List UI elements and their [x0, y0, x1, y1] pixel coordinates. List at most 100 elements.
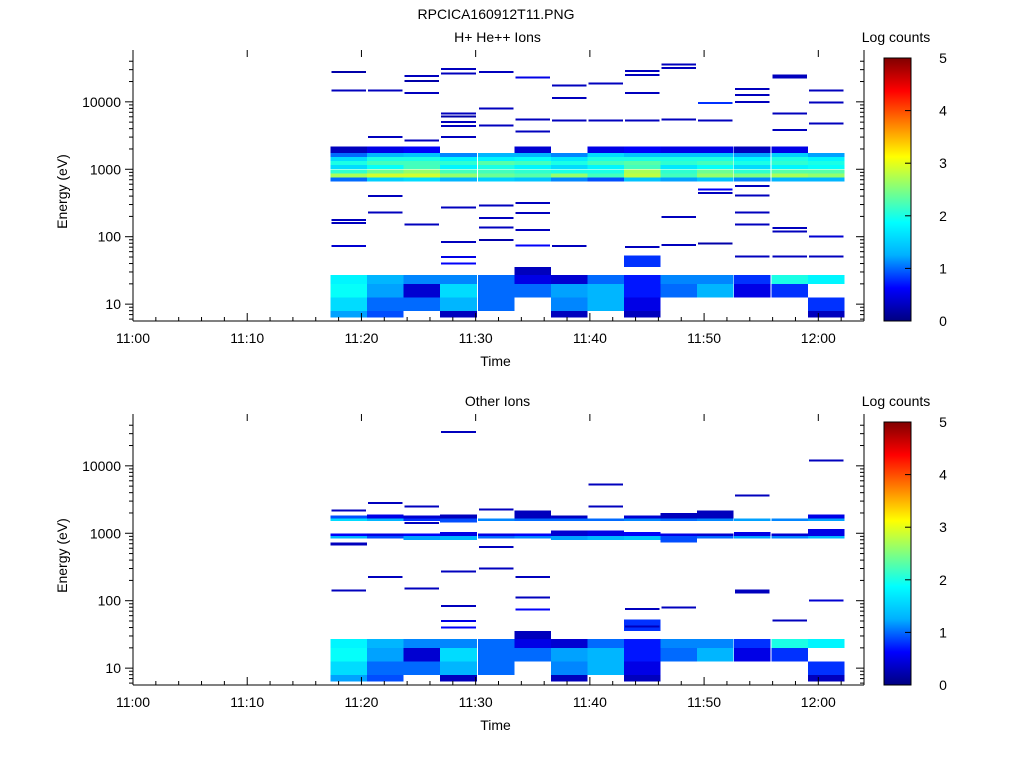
- heatmap-cell: [808, 674, 845, 682]
- heatmap-cell: [771, 173, 808, 178]
- heatmap-cell: [551, 530, 588, 536]
- heatmap-cell: [403, 165, 441, 170]
- colorbar-tick-label: 1: [939, 624, 947, 640]
- heatmap-cell: [330, 146, 368, 153]
- heatmap-cell: [587, 153, 625, 158]
- heatmap-dash: [698, 119, 733, 122]
- heatmap-dash: [515, 244, 551, 247]
- heatmap-cell: [330, 173, 368, 178]
- heatmap-cell: [587, 518, 625, 522]
- heatmap-cell: [477, 165, 515, 170]
- heatmap-cell: [624, 177, 661, 182]
- heatmap-cell: [330, 518, 368, 522]
- heatmap-cell: [440, 531, 477, 536]
- heatmap-cell: [367, 297, 404, 311]
- heatmap-cell: [733, 275, 771, 284]
- heatmap-cells: [330, 431, 845, 682]
- heatmap-cell: [330, 674, 368, 682]
- heatmap-cell: [551, 297, 588, 311]
- heatmap-cell: [697, 283, 734, 298]
- y-tick-label: 100: [98, 593, 122, 609]
- heatmap-cell: [771, 647, 808, 662]
- heatmap-cell: [330, 647, 368, 662]
- heatmap-cell: [367, 157, 404, 162]
- heatmap-dash: [552, 245, 587, 248]
- heatmap-cell: [551, 647, 588, 662]
- heatmap-dash: [515, 202, 551, 204]
- heatmap-cell: [367, 518, 404, 522]
- heatmap-cell: [624, 255, 661, 268]
- heatmap-dash: [625, 607, 660, 610]
- heatmap-cell: [440, 674, 477, 682]
- heatmap-cell: [771, 146, 808, 153]
- heatmap-dash: [441, 262, 476, 265]
- heatmap-dash: [734, 194, 770, 197]
- heatmap-cell: [733, 177, 771, 182]
- heatmap-cell: [660, 169, 698, 174]
- heatmap-cell: [367, 310, 404, 318]
- y-axis-label: Energy (eV): [54, 154, 70, 229]
- heatmap-cell: [514, 631, 552, 640]
- heatmap-dash: [331, 509, 367, 512]
- heatmap-cell: [660, 165, 698, 170]
- heatmap-cell: [403, 283, 441, 298]
- y-tick-label: 10: [105, 660, 121, 676]
- heatmap-cell: [477, 161, 515, 166]
- heatmap-dash: [698, 242, 733, 245]
- heatmap-dash: [698, 188, 733, 191]
- heatmap-dash: [772, 112, 807, 115]
- heatmap-dash: [661, 118, 697, 121]
- heatmap-dash: [734, 211, 770, 214]
- heatmap-cell: [733, 283, 771, 298]
- heatmap-cell: [367, 533, 404, 536]
- heatmap-cell: [733, 169, 771, 174]
- heatmap-cell: [624, 297, 661, 311]
- heatmap-dash: [478, 71, 514, 74]
- heatmap-cell: [808, 529, 845, 536]
- x-tick-label: 11:30: [459, 330, 493, 346]
- heatmap-cell: [771, 165, 808, 170]
- heatmap-cell: [771, 177, 808, 182]
- heatmap-dash: [515, 212, 551, 215]
- heatmap-cell: [403, 515, 441, 519]
- heatmap-cell: [330, 169, 368, 174]
- heatmap-dash: [772, 255, 807, 258]
- heatmap-cell: [660, 177, 698, 182]
- heatmap-cell: [808, 297, 845, 311]
- heatmap-cell: [367, 146, 404, 153]
- heatmap-cell: [367, 173, 404, 178]
- heatmap-cell: [808, 157, 845, 162]
- x-tick-label: 11:10: [230, 330, 264, 346]
- heatmap-cell: [551, 310, 588, 318]
- heatmap-dash: [441, 605, 476, 608]
- y-tick-label: 1000: [90, 161, 121, 177]
- heatmap-cell: [330, 157, 368, 162]
- heatmap-dash: [441, 570, 476, 573]
- heatmap-cell: [551, 639, 588, 648]
- heatmap-cell: [367, 165, 404, 170]
- heatmap-cell: [697, 173, 734, 178]
- heatmap-cell: [440, 275, 477, 284]
- heatmap-dash: [478, 216, 514, 219]
- heatmap-cell: [660, 536, 698, 543]
- heatmap-cell: [624, 661, 661, 675]
- heatmap-cell: [514, 536, 552, 539]
- heatmap-cell: [697, 518, 734, 522]
- heatmap-cell: [587, 275, 625, 284]
- heatmap-cell: [440, 518, 477, 523]
- heatmap-dash: [404, 139, 440, 142]
- heatmap-cell: [403, 533, 441, 536]
- heatmap-cell: [514, 533, 552, 536]
- heatmap-dash: [331, 222, 367, 225]
- x-tick-label: 11:40: [573, 330, 607, 346]
- heatmap-dash: [331, 89, 367, 92]
- heatmap-dash: [588, 82, 624, 85]
- heatmap-dash: [661, 216, 697, 219]
- heatmap-cell: [330, 542, 368, 546]
- heatmap-cell: [403, 661, 441, 675]
- heatmap-cell: [330, 165, 368, 170]
- heatmap-cell: [551, 283, 588, 298]
- heatmap-cell: [477, 661, 515, 675]
- heatmap-cell: [440, 169, 477, 174]
- heatmap-cell: [330, 283, 368, 298]
